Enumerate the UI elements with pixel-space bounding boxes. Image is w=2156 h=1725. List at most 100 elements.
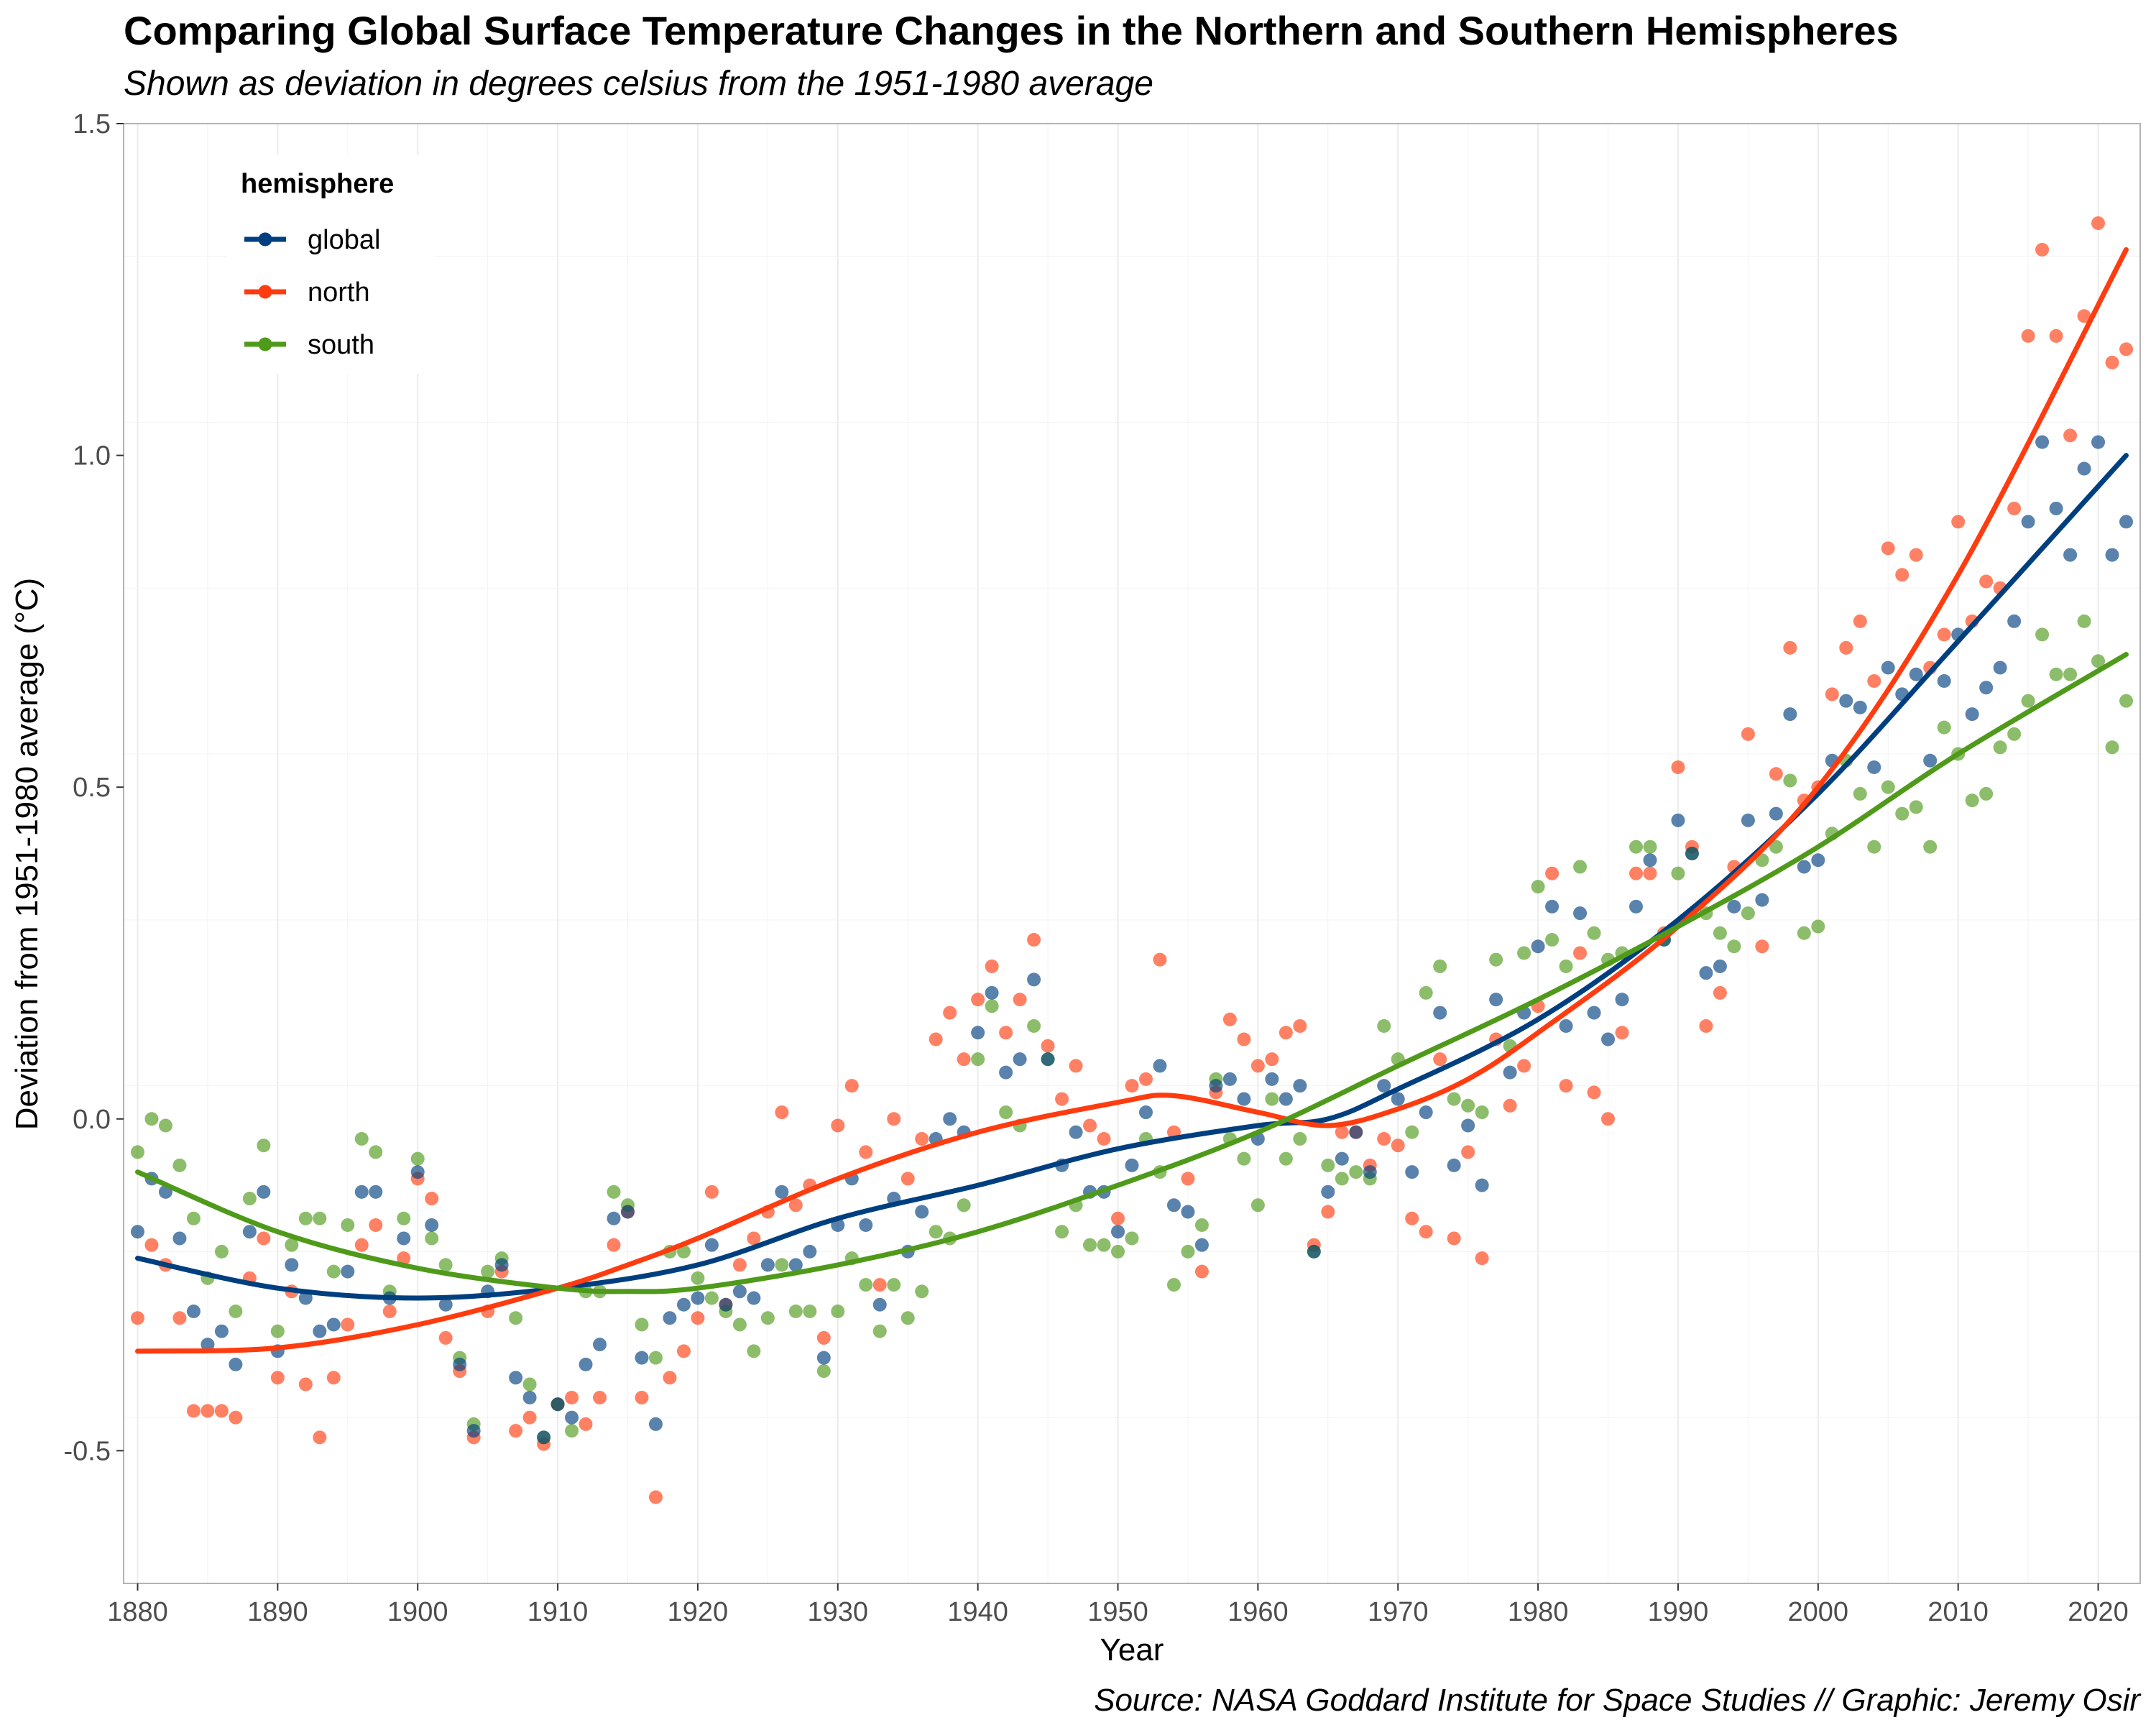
data-point-north [1377,1131,1391,1146]
data-point-global [1615,993,1629,1007]
data-point-global [1405,1165,1419,1179]
data-point-south [1867,840,1881,854]
data-point-south [354,1131,369,1146]
data-point-global [1713,959,1727,973]
data-point-south [509,1311,523,1325]
x-tick-label: 1890 [247,1597,308,1627]
data-point-global [859,1218,873,1232]
y-axis: -0.5 0.0 0.5 1.0 1.5 [64,109,124,1466]
data-point-north [257,1231,271,1246]
data-point-global [1545,899,1560,914]
data-point-south [2105,740,2119,755]
data-point-north [130,1311,144,1325]
data-point-north [816,1330,831,1345]
data-point-north [1979,574,1994,589]
data-point-global [579,1357,593,1371]
data-point-global [999,1065,1013,1080]
data-point-south [704,1291,719,1305]
data-point-global [1531,939,1545,954]
data-point-global [775,1184,789,1199]
data-point-global [1307,1244,1321,1259]
data-point-north [2105,355,2119,369]
x-tick-label: 1940 [947,1597,1008,1627]
x-tick-label: 1950 [1087,1597,1148,1627]
data-point-north [1335,1125,1349,1139]
data-point-global [872,1297,887,1312]
data-point-north [1713,985,1727,1000]
data-point-north [943,1006,957,1020]
data-point-global [1629,899,1643,914]
data-point-south [1895,806,1909,821]
data-point-north [957,1052,971,1067]
data-point-north [2119,342,2134,356]
data-point-north [1601,1112,1616,1126]
data-point-global [494,1258,509,1272]
data-point-north [1097,1131,1111,1146]
data-point-global [2021,515,2035,529]
data-point-south [1027,1019,1041,1034]
data-point-global [719,1297,733,1312]
data-point-south [565,1424,579,1438]
data-point-south [298,1211,313,1225]
data-point-global [522,1391,537,1405]
data-point-south [985,999,999,1013]
data-point-north [1265,1052,1279,1067]
data-point-global [201,1338,215,1352]
data-point-global [130,1225,144,1239]
data-point-global [1419,1105,1433,1120]
data-point-south [635,1317,649,1332]
data-point-north [1055,1092,1069,1106]
data-point-north [1069,1059,1083,1073]
data-point-north [1461,1145,1475,1159]
data-point-south [270,1324,285,1338]
data-point-north [887,1112,901,1126]
data-point-global [1138,1105,1153,1120]
x-tick-label: 1960 [1227,1597,1289,1627]
data-point-south [900,1311,915,1325]
data-point-south [1769,840,1783,854]
data-point-south [341,1218,355,1232]
data-point-south [397,1211,411,1225]
trend-line-global [135,453,2129,1301]
data-point-global [704,1238,719,1252]
data-point-global [2035,435,2050,449]
data-point-north [1615,1026,1629,1040]
data-point-north [522,1410,537,1425]
data-point-global [2049,501,2063,515]
data-point-north [341,1317,355,1332]
data-point-north [201,1404,215,1418]
data-point-south [2021,694,2035,708]
data-point-south [186,1211,201,1225]
data-point-south [1629,840,1643,854]
data-point-global [354,1184,369,1199]
data-point-south [971,1052,985,1067]
data-point-global [410,1165,425,1179]
data-point-north [2035,242,2050,257]
data-point-global [397,1231,411,1246]
data-point-south [816,1364,831,1379]
data-point-global [1503,1065,1517,1080]
data-point-south [481,1264,495,1279]
data-point-south [285,1238,299,1252]
data-point-global [1573,906,1588,921]
data-point-south [410,1151,425,1166]
data-point-south [1811,919,1825,934]
data-point-global [172,1231,187,1246]
data-point-global [1013,1052,1027,1067]
data-point-north [397,1251,411,1266]
data-point-north [999,1026,1013,1040]
data-point-south [788,1304,803,1318]
data-point-north [1853,614,1867,628]
data-point-global [2077,461,2091,476]
legend-key-point-south [258,337,272,351]
data-point-global [1937,673,1951,688]
data-point-south [760,1311,775,1325]
data-point-north [186,1404,201,1418]
data-point-global [2063,548,2078,562]
data-point-north [844,1079,859,1093]
y-axis-title: Deviation from 1951-1980 average (°C) [9,578,45,1130]
data-point-north [1181,1172,1195,1186]
data-point-north [172,1311,187,1325]
data-point-south [607,1184,621,1199]
data-point-global [242,1225,257,1239]
